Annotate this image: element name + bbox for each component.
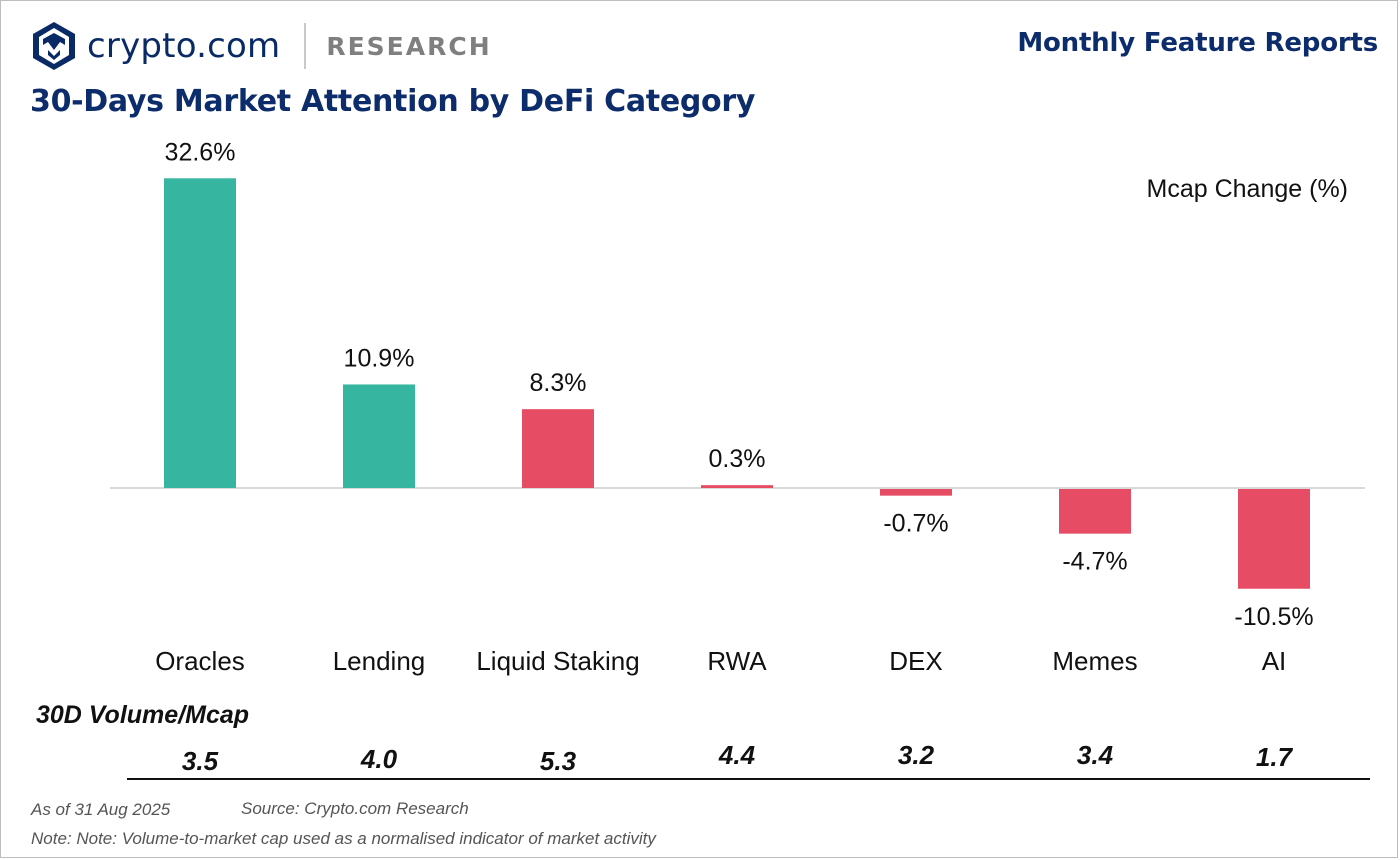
category-label: Liquid Staking [476,646,639,676]
metric-value: 4.4 [718,740,756,770]
category-label: AI [1262,646,1287,676]
bar-ai [1238,489,1310,589]
metric-value: 4.0 [360,744,398,774]
report-title: Monthly Feature Reports [1017,28,1378,58]
brand-section-label: RESEARCH [326,31,492,61]
metric-layer: 3.5 4.0 5.3 4.4 3.2 3.4 1.7 [182,740,1294,776]
category-label: Memes [1052,646,1137,676]
bar-liquid-staking [522,409,594,488]
category-label: DEX [889,646,942,676]
footer-as-of: As of 31 Aug 2025 [31,800,171,819]
metric-value: 3.4 [1077,740,1114,770]
bar-oracles [164,178,236,489]
metric-value: 3.5 [182,746,219,776]
bar-dex [880,489,952,496]
value-label: -4.7% [1062,548,1127,576]
bars-layer: 32.6% Oracles 10.9% Lending 8.3% Liquid Staki… [155,138,1313,676]
value-label: 0.3% [709,445,766,473]
footer-note: Note: Note: Volume-to-market cap used as… [31,829,656,848]
value-label: -10.5% [1234,603,1313,631]
bar-memes [1059,489,1131,534]
category-label: Oracles [155,646,245,676]
value-label: -0.7% [883,510,948,538]
brand-header: crypto.com RESEARCH [31,21,492,71]
legend-label: Mcap Change (%) [1147,175,1348,203]
metric-value: 5.3 [540,746,577,776]
metric-value: 1.7 [1256,742,1294,772]
chart-title: 30-Days Market Attention by DeFi Categor… [30,84,756,119]
value-label: 8.3% [530,369,587,397]
metric-value: 3.2 [898,740,935,770]
brand-name: crypto.com [87,26,281,66]
crypto-com-lion-shield-icon [33,22,75,70]
footer-source: Source: Crypto.com Research [241,799,469,818]
secondary-metric-title: 30D Volume/Mcap [36,701,249,729]
brand-divider [304,23,307,69]
category-label: Lending [333,646,426,676]
category-label: RWA [707,646,767,676]
value-label: 10.9% [344,344,415,372]
value-label: 32.6% [165,138,236,166]
bar-rwa [701,485,773,488]
bar-lending [343,384,415,488]
